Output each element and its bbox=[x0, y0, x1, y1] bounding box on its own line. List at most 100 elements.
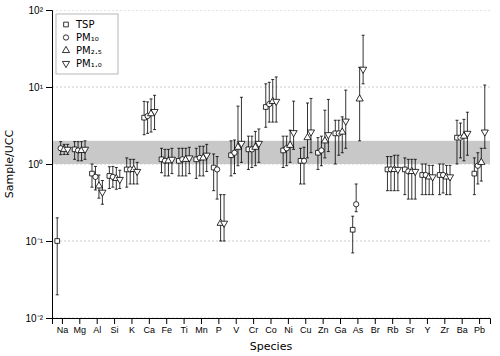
marker bbox=[325, 133, 332, 139]
y-tick-label: 10⁻¹ bbox=[26, 236, 44, 247]
error-bar bbox=[445, 165, 448, 194]
x-tick-mark bbox=[114, 318, 115, 324]
error-bar bbox=[223, 195, 226, 241]
x-tick-label: P bbox=[216, 325, 222, 335]
marker bbox=[394, 167, 401, 173]
marker bbox=[464, 131, 471, 137]
x-tick-mark bbox=[357, 318, 358, 324]
error-bar bbox=[198, 146, 201, 176]
error-bar bbox=[230, 141, 233, 176]
marker bbox=[95, 182, 102, 188]
error-bar bbox=[282, 136, 285, 167]
x-tick-mark bbox=[305, 318, 306, 324]
marker bbox=[134, 169, 141, 175]
x-tick-label: Si bbox=[111, 325, 119, 335]
x-tick-label: Pb bbox=[474, 325, 485, 335]
marker bbox=[478, 158, 485, 164]
error-bar bbox=[393, 155, 396, 190]
x-tick-mark bbox=[236, 318, 237, 324]
x-tick-label: Al bbox=[93, 325, 101, 335]
x-tick-mark bbox=[79, 318, 80, 324]
x-tick-mark bbox=[340, 318, 341, 324]
error-bar bbox=[309, 98, 312, 152]
x-tick: Mn bbox=[195, 318, 208, 335]
x-tick-mark bbox=[375, 318, 376, 324]
marker bbox=[287, 141, 294, 147]
x-tick-label: Cr bbox=[249, 325, 259, 335]
error-bar bbox=[299, 148, 302, 184]
x-tick: Ni bbox=[284, 318, 293, 335]
marker bbox=[301, 158, 306, 163]
x-tick-label: K bbox=[129, 325, 135, 335]
x-tick-mark bbox=[201, 318, 202, 324]
x-tick-mark bbox=[97, 318, 98, 324]
marker bbox=[81, 147, 88, 153]
y-tick-label: 10⁻² bbox=[26, 313, 44, 324]
x-tick: Sr bbox=[406, 318, 415, 335]
y-axis: 10⁻²10⁻¹10⁰10¹10² bbox=[26, 5, 53, 324]
x-tick: Rb bbox=[387, 318, 399, 335]
band bbox=[52, 141, 490, 164]
error-bar bbox=[438, 164, 441, 195]
x-tick-mark bbox=[253, 318, 254, 324]
error-bar bbox=[355, 184, 358, 212]
y-tick-mark bbox=[46, 87, 52, 88]
x-tick-label: Zr bbox=[441, 325, 450, 335]
x-tick-mark bbox=[427, 318, 428, 324]
x-tick-mark bbox=[392, 318, 393, 324]
marker bbox=[93, 174, 98, 179]
x-tick-label: Ti bbox=[181, 325, 188, 335]
marker bbox=[273, 99, 280, 105]
series bbox=[61, 67, 485, 241]
error-bar bbox=[341, 117, 344, 153]
y-tick-mark bbox=[46, 241, 52, 242]
x-tick: Fe bbox=[161, 318, 172, 335]
marker bbox=[354, 202, 359, 207]
x-tick-label: Na bbox=[57, 325, 69, 335]
marker bbox=[356, 95, 363, 101]
y-tick-mark bbox=[46, 164, 52, 165]
y-tick-mark bbox=[46, 10, 52, 11]
x-tick-mark bbox=[479, 318, 480, 324]
error-bar bbox=[334, 120, 337, 164]
x-tick-label: Cu bbox=[300, 325, 312, 335]
x-tick: Br bbox=[371, 318, 380, 335]
y-tick: 10⁻¹ bbox=[26, 236, 52, 247]
x-tick: Ti bbox=[181, 318, 188, 335]
marker bbox=[290, 131, 297, 137]
error-bar bbox=[327, 99, 330, 151]
x-tick-label: Zn bbox=[318, 325, 329, 335]
x-tick-label: V bbox=[233, 325, 239, 335]
error-bar bbox=[421, 164, 424, 195]
error-bar bbox=[292, 101, 295, 149]
x-tick: Ga bbox=[335, 318, 347, 335]
error-bar bbox=[303, 147, 306, 184]
error-bar bbox=[233, 140, 236, 174]
legend-marker bbox=[62, 61, 69, 67]
marker bbox=[350, 227, 355, 232]
marker bbox=[203, 153, 210, 159]
x-tick-mark bbox=[271, 318, 272, 324]
x-tick-mark bbox=[410, 318, 411, 324]
error-bar bbox=[337, 120, 340, 155]
grid-line bbox=[52, 10, 490, 11]
error-bar bbox=[216, 157, 219, 200]
grid-line bbox=[52, 318, 490, 319]
error-bar bbox=[184, 148, 187, 176]
x-tick: Si bbox=[111, 318, 119, 335]
legend-frame bbox=[56, 14, 118, 74]
grid-line bbox=[52, 241, 490, 242]
legend-label: PM₂.₅ bbox=[76, 45, 102, 56]
error-bar bbox=[358, 67, 361, 140]
y-tick: 10⁻² bbox=[26, 313, 52, 324]
x-tick: Zr bbox=[441, 318, 450, 335]
x-axis-title: Species bbox=[250, 340, 293, 353]
x-tick: Pb bbox=[474, 318, 485, 335]
x-tick: Ca bbox=[144, 318, 156, 335]
error-bar bbox=[316, 138, 319, 170]
x-tick-label: Mn bbox=[195, 325, 208, 335]
marker bbox=[255, 141, 262, 147]
series bbox=[64, 35, 488, 241]
error-bar bbox=[195, 148, 198, 178]
marker bbox=[360, 67, 367, 73]
